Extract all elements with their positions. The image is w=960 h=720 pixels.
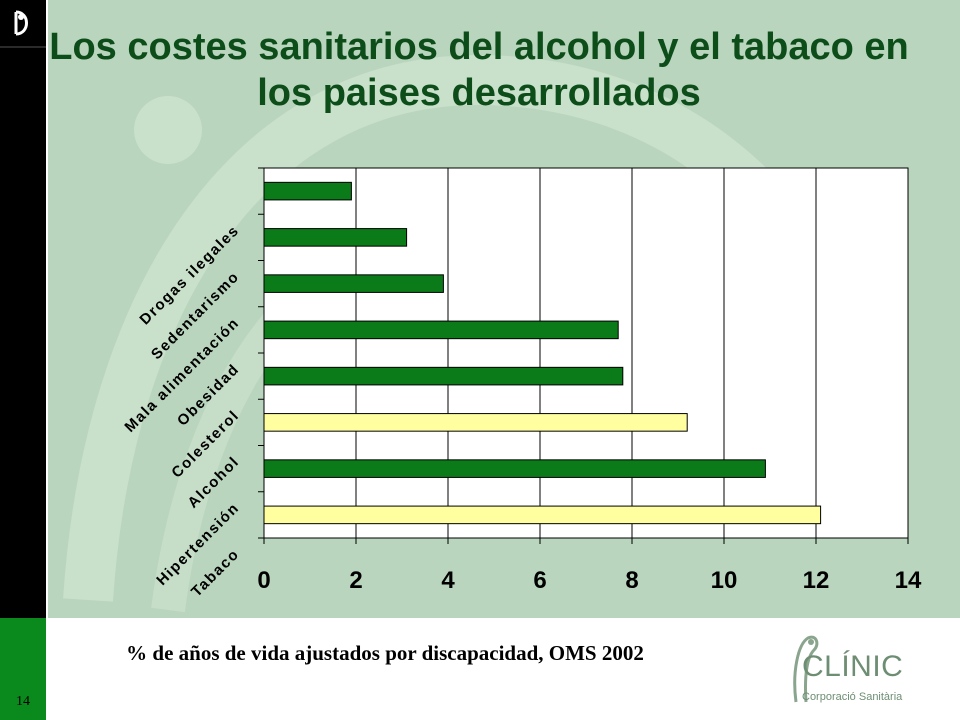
- plot-area: [263, 167, 909, 539]
- bar-alcohol: [263, 413, 688, 432]
- slide-title: Los costes sanitarios del alcohol y el t…: [49, 26, 909, 114]
- bar-mala-alimentación: [263, 274, 444, 293]
- clinic-logo-name: CLÍNIC: [802, 650, 904, 683]
- x-tick-label: 2: [349, 567, 362, 594]
- x-tick-label: 14: [895, 567, 922, 594]
- bar-drogas-ilegales: [263, 181, 352, 201]
- sidebar-accent: [0, 618, 46, 720]
- bar-tabaco: [263, 505, 822, 525]
- bar-hipertensión: [263, 459, 766, 478]
- sidebar: [0, 0, 46, 720]
- bar-colesterol: [263, 366, 624, 386]
- clinic-mark-icon: [14, 10, 28, 36]
- x-tick-label: 10: [711, 567, 738, 594]
- x-tick-label: 12: [803, 567, 830, 594]
- x-tick-label: 0: [257, 567, 270, 594]
- y-category-label: Hipertensión: [153, 499, 243, 589]
- bar-chart: 0 2 4 6 8 10 12 14TabacoHipertensiónAlcoholCole…: [121, 167, 922, 600]
- x-tick-label: 4: [441, 567, 455, 594]
- page-number: 14: [16, 694, 30, 709]
- clinic-logo-icon: [793, 635, 819, 703]
- bar-obesidad: [263, 320, 619, 340]
- x-tick-label: 8: [625, 567, 638, 594]
- clinic-logo-subtitle: Corporació Sanitària: [802, 691, 903, 703]
- bar-sedentarismo: [263, 228, 408, 247]
- x-tick-label: 6: [533, 567, 546, 594]
- chart-caption: % de años de vida ajustados por discapac…: [126, 641, 644, 665]
- sidebar-logo: [0, 0, 46, 48]
